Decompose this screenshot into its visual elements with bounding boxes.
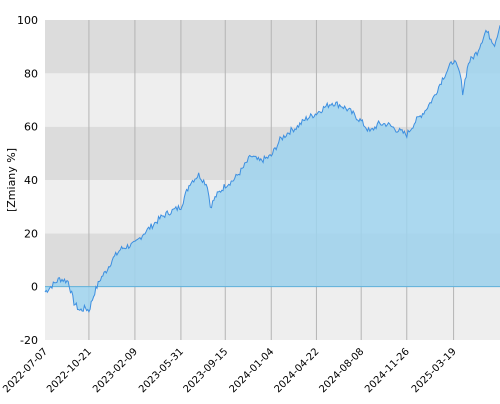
x-tick-label: 2022-07-07 bbox=[1, 346, 50, 395]
x-tick-label: 2023-02-09 bbox=[91, 346, 140, 395]
x-tick-label: 2022-10-21 bbox=[45, 346, 94, 395]
series-area-fill bbox=[45, 25, 500, 312]
y-tick-label: 40 bbox=[24, 174, 38, 187]
band-80-100 bbox=[45, 20, 500, 74]
series-line bbox=[44, 25, 500, 313]
x-tick-label: 2023-09-15 bbox=[182, 346, 231, 395]
y-tick-label: 60 bbox=[24, 121, 38, 134]
x-tick-label: 2024-04-22 bbox=[273, 346, 322, 395]
x-tick-label: 2025-03-19 bbox=[410, 346, 459, 395]
y-axis-label: [Zmiany %] bbox=[5, 148, 18, 212]
y-tick-label: -20 bbox=[20, 334, 38, 347]
y-tick-label: 80 bbox=[24, 67, 38, 80]
x-axis-ticks: 2022-07-072022-10-212023-02-092023-05-31… bbox=[1, 346, 458, 395]
y-tick-label: 20 bbox=[24, 227, 38, 240]
x-tick-label: 2024-08-08 bbox=[317, 346, 366, 395]
x-tick-label: 2024-11-26 bbox=[363, 346, 412, 395]
band--20-0 bbox=[45, 286, 500, 340]
x-tick-label: 2024-01-04 bbox=[228, 346, 277, 395]
x-tick-label: 2023-05-31 bbox=[137, 346, 186, 395]
y-tick-label: 0 bbox=[31, 281, 38, 294]
y-tick-label: 100 bbox=[17, 14, 38, 27]
y-axis-ticks: -20 0 20 40 60 80 100 bbox=[17, 14, 38, 347]
